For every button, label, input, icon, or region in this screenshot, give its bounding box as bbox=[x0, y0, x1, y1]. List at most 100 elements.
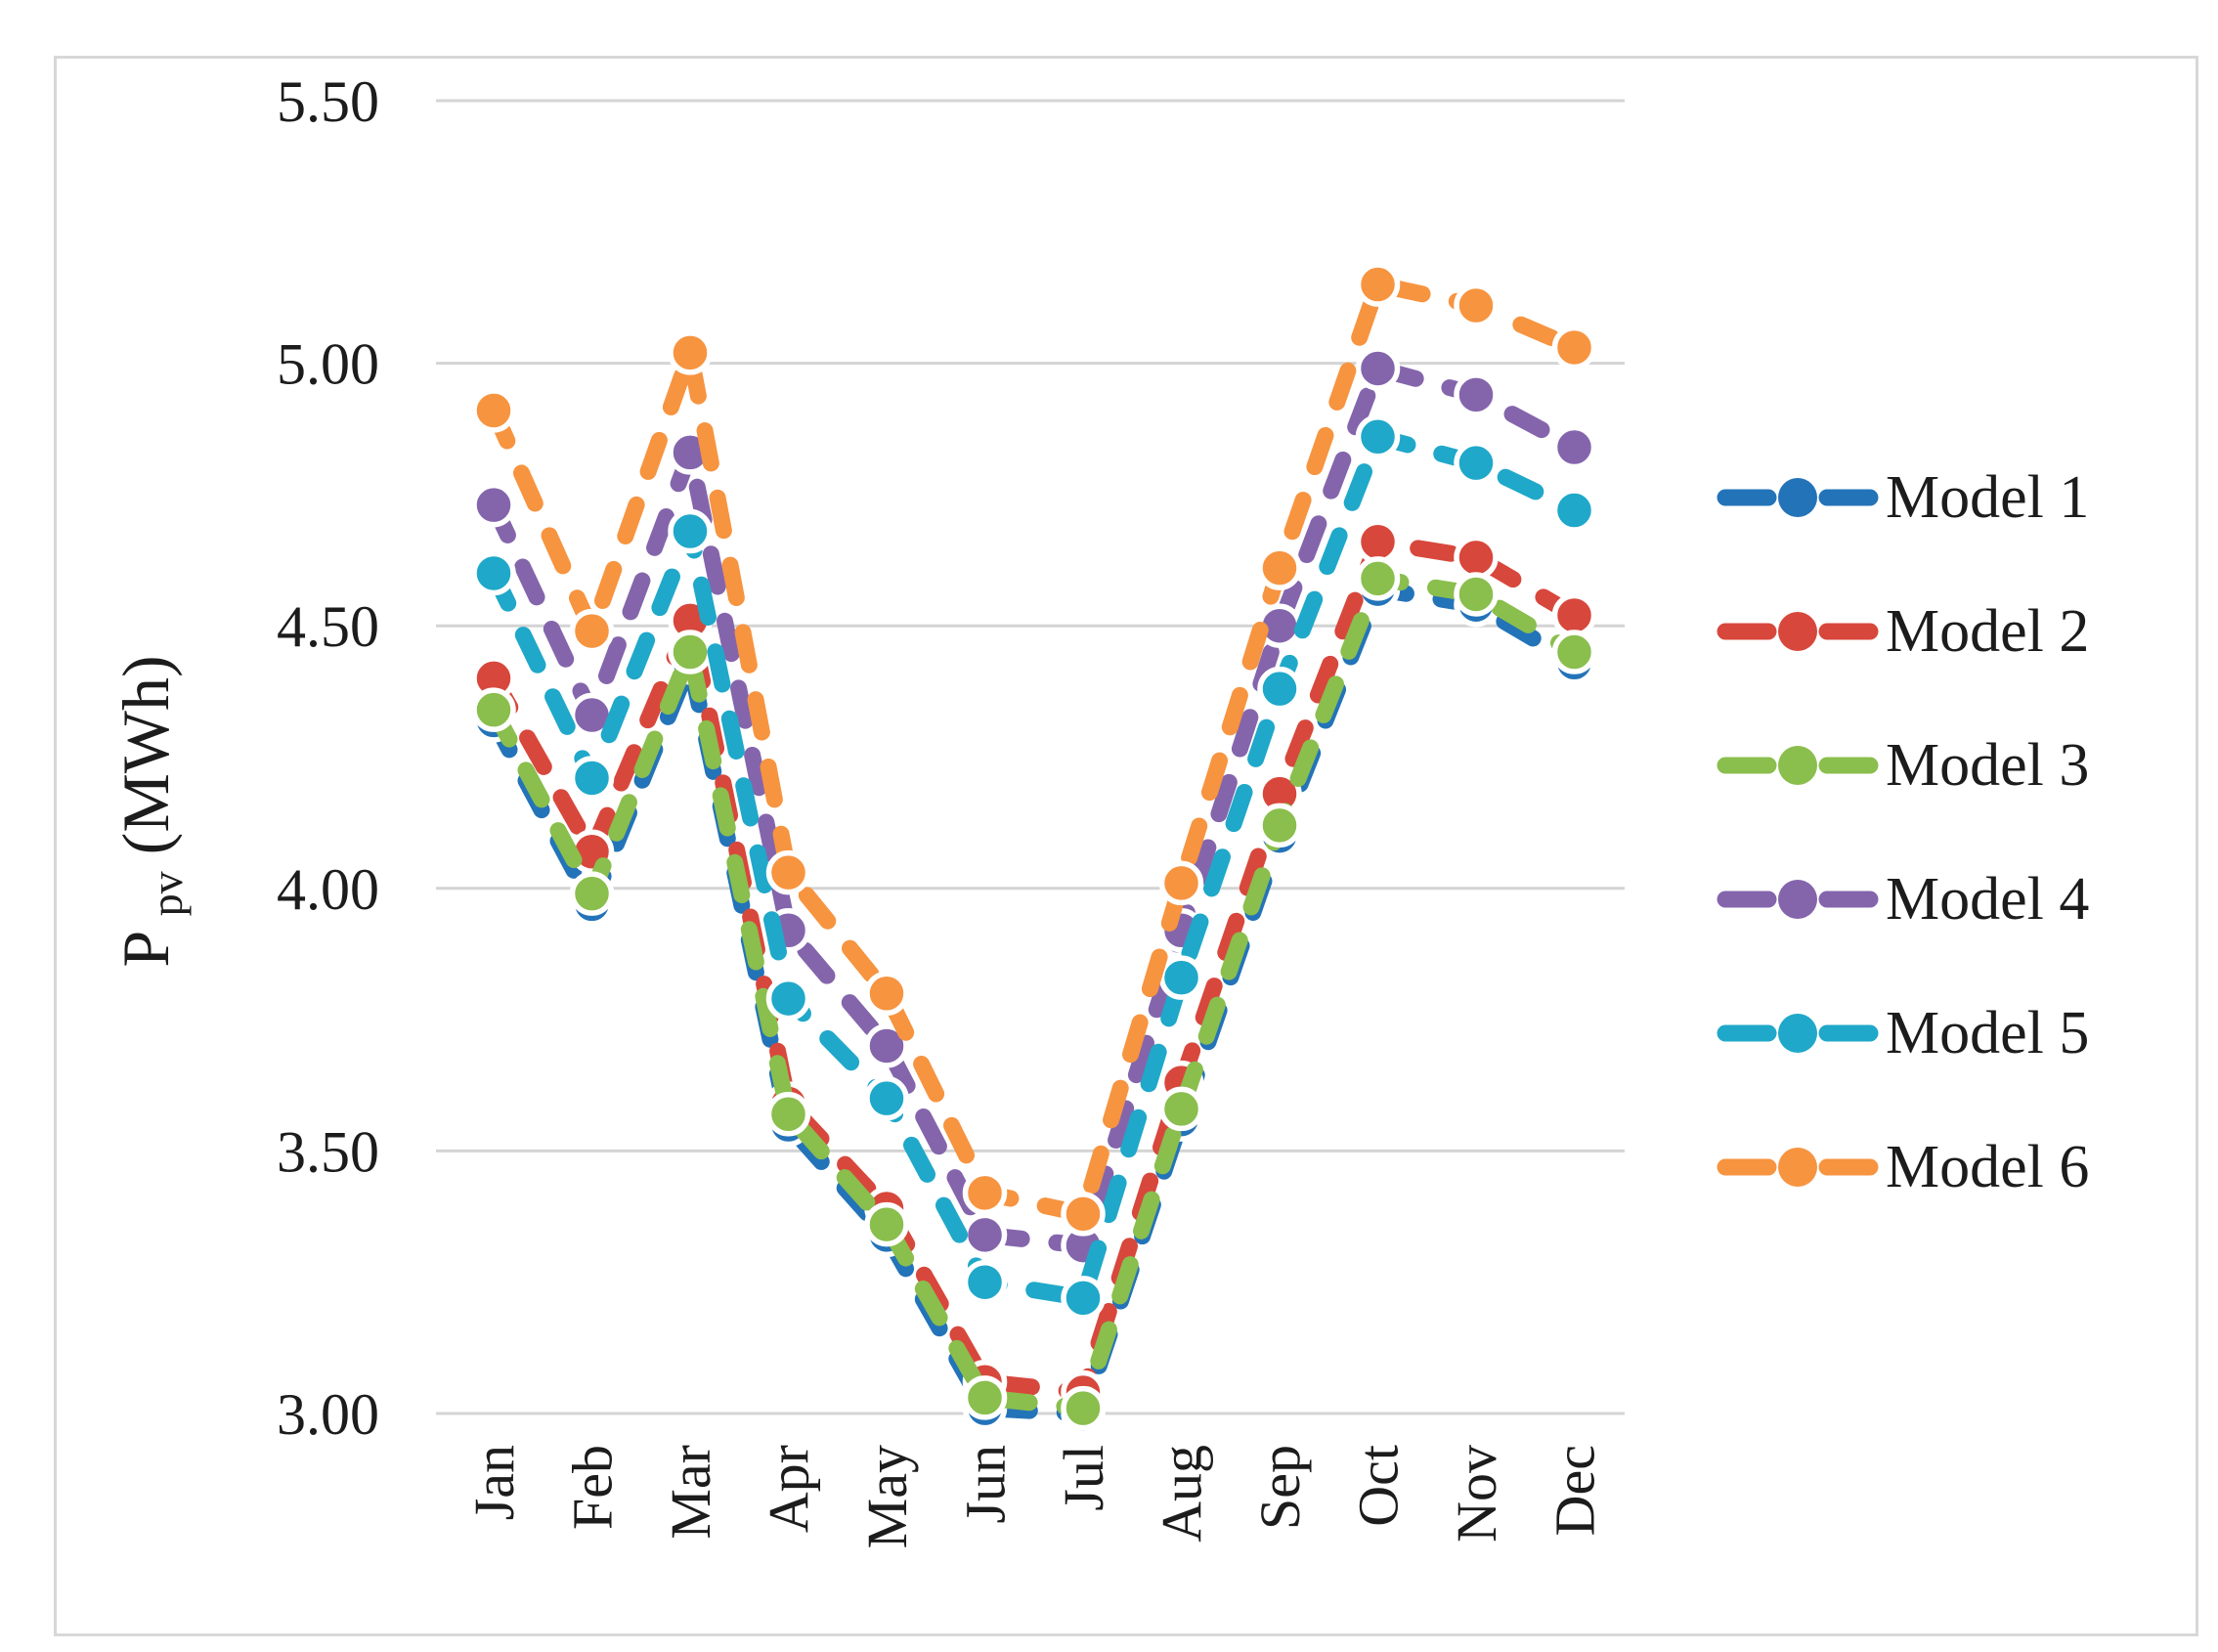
data-point-marker bbox=[1158, 1086, 1204, 1132]
data-point-marker bbox=[1355, 262, 1401, 307]
data-point-marker bbox=[962, 1375, 1008, 1420]
data-series bbox=[471, 262, 1597, 1436]
data-point-marker bbox=[1061, 1385, 1106, 1431]
x-tick-label: Oct bbox=[1347, 1445, 1411, 1527]
legend-item-model-3: Model 3 bbox=[1716, 698, 2175, 832]
series-model-6 bbox=[471, 262, 1597, 1237]
legend-label: Model 5 bbox=[1886, 999, 2090, 1066]
data-point-marker bbox=[1551, 325, 1597, 370]
data-point-marker bbox=[1257, 803, 1302, 848]
legend-label: Model 4 bbox=[1886, 865, 2090, 933]
x-tick-label: Jul bbox=[1052, 1445, 1115, 1511]
legend-marker-icon bbox=[1717, 611, 1879, 651]
y-tick-label: 3.50 bbox=[277, 1119, 379, 1184]
y-tick-label: 4.00 bbox=[277, 857, 379, 922]
data-point-marker bbox=[471, 388, 516, 433]
data-point-marker bbox=[471, 550, 516, 596]
x-tick-label: May bbox=[855, 1445, 919, 1548]
y-tick-label: 4.50 bbox=[277, 594, 379, 659]
data-point-marker bbox=[1551, 424, 1597, 470]
data-point-marker bbox=[1257, 545, 1302, 590]
data-point-marker bbox=[765, 849, 811, 895]
legend-marker-icon bbox=[1717, 477, 1879, 517]
data-point-marker bbox=[471, 482, 516, 528]
data-point-marker bbox=[962, 1212, 1008, 1258]
data-point-marker bbox=[1551, 592, 1597, 638]
legend-item-model-2: Model 2 bbox=[1716, 564, 2175, 698]
x-tick-label: Mar bbox=[659, 1445, 722, 1540]
series-model-4 bbox=[471, 346, 1597, 1268]
y-axis-tick-labels: 5.50 5.00 4.50 4.00 3.50 3.00 bbox=[277, 69, 379, 1447]
data-point-marker bbox=[864, 1201, 909, 1247]
legend-marker-icon bbox=[1717, 745, 1879, 785]
data-point-marker bbox=[1355, 346, 1401, 391]
y-axis-title-unit: (MWh) bbox=[109, 655, 183, 854]
legend-marker-icon bbox=[1717, 1013, 1879, 1053]
data-point-marker bbox=[1454, 283, 1499, 328]
x-tick-label: Apr bbox=[758, 1445, 821, 1533]
data-point-marker bbox=[1158, 860, 1204, 906]
y-tick-label: 3.00 bbox=[277, 1382, 379, 1447]
figure-border bbox=[54, 56, 2198, 1636]
data-point-marker bbox=[668, 330, 713, 375]
data-point-marker bbox=[1061, 1192, 1106, 1237]
data-point-marker bbox=[1158, 955, 1204, 1000]
gridlines bbox=[436, 99, 1625, 1415]
data-point-marker bbox=[765, 1092, 811, 1137]
chart-legend: Model 1 Model 2 Model 3 Model 4 Model 5 Model… bbox=[1716, 430, 2175, 1234]
data-point-marker bbox=[864, 1075, 909, 1121]
data-point-marker bbox=[1355, 519, 1401, 564]
data-point-marker bbox=[1355, 556, 1401, 601]
data-point-marker bbox=[1454, 535, 1499, 581]
x-tick-label: Nov bbox=[1445, 1445, 1508, 1543]
data-point-marker bbox=[1454, 572, 1499, 617]
data-point-marker bbox=[864, 971, 909, 1016]
series-line bbox=[485, 360, 1583, 1254]
x-tick-label: Jan bbox=[462, 1445, 526, 1520]
data-point-marker bbox=[471, 687, 516, 732]
data-point-marker bbox=[1061, 1276, 1106, 1321]
data-point-marker bbox=[1551, 488, 1597, 533]
legend-item-model-4: Model 4 bbox=[1716, 832, 2175, 966]
legend-label: Model 3 bbox=[1886, 731, 2090, 799]
x-tick-label: Feb bbox=[561, 1445, 625, 1530]
legend-item-model-6: Model 6 bbox=[1716, 1100, 2175, 1234]
legend-label: Model 2 bbox=[1886, 597, 2090, 665]
data-point-marker bbox=[1257, 666, 1302, 712]
data-point-marker bbox=[1551, 630, 1597, 674]
data-point-marker bbox=[668, 630, 713, 674]
series-model-3 bbox=[471, 556, 1597, 1431]
y-axis-title-base: P bbox=[109, 933, 183, 968]
x-tick-label: Jun bbox=[954, 1445, 1018, 1524]
series-line bbox=[485, 428, 1583, 1307]
legend-item-model-5: Model 5 bbox=[1716, 966, 2175, 1100]
series-line bbox=[485, 533, 1583, 1402]
data-point-marker bbox=[569, 871, 615, 916]
x-axis-tick-labels: Jan Feb Mar Apr May Jun Jul Aug Sep Oct Nov Dec bbox=[462, 1445, 1607, 1548]
y-tick-label: 5.50 bbox=[277, 69, 379, 134]
legend-label: Model 6 bbox=[1886, 1133, 2090, 1200]
data-point-marker bbox=[1454, 440, 1499, 486]
series-model-5 bbox=[471, 414, 1597, 1321]
data-point-marker bbox=[569, 608, 615, 654]
legend-item-model-1: Model 1 bbox=[1716, 430, 2175, 564]
data-point-marker bbox=[765, 976, 811, 1022]
series-model-1 bbox=[471, 566, 1597, 1436]
data-point-marker bbox=[1355, 414, 1401, 459]
y-axis-title-subscript: pv bbox=[142, 871, 192, 916]
data-point-marker bbox=[864, 1023, 909, 1068]
legend-label: Model 1 bbox=[1886, 463, 2090, 531]
y-tick-label: 5.00 bbox=[277, 332, 379, 397]
x-tick-label: Sep bbox=[1248, 1445, 1312, 1530]
y-axis-title: P pv (MWh) bbox=[109, 655, 196, 967]
legend-marker-icon bbox=[1717, 879, 1879, 919]
data-point-marker bbox=[668, 508, 713, 554]
legend-marker-icon bbox=[1717, 1147, 1879, 1187]
data-point-marker bbox=[1454, 372, 1499, 417]
x-tick-label: Dec bbox=[1544, 1445, 1607, 1536]
data-point-marker bbox=[962, 1259, 1008, 1305]
data-point-marker bbox=[962, 1170, 1008, 1216]
data-point-marker bbox=[569, 756, 615, 801]
